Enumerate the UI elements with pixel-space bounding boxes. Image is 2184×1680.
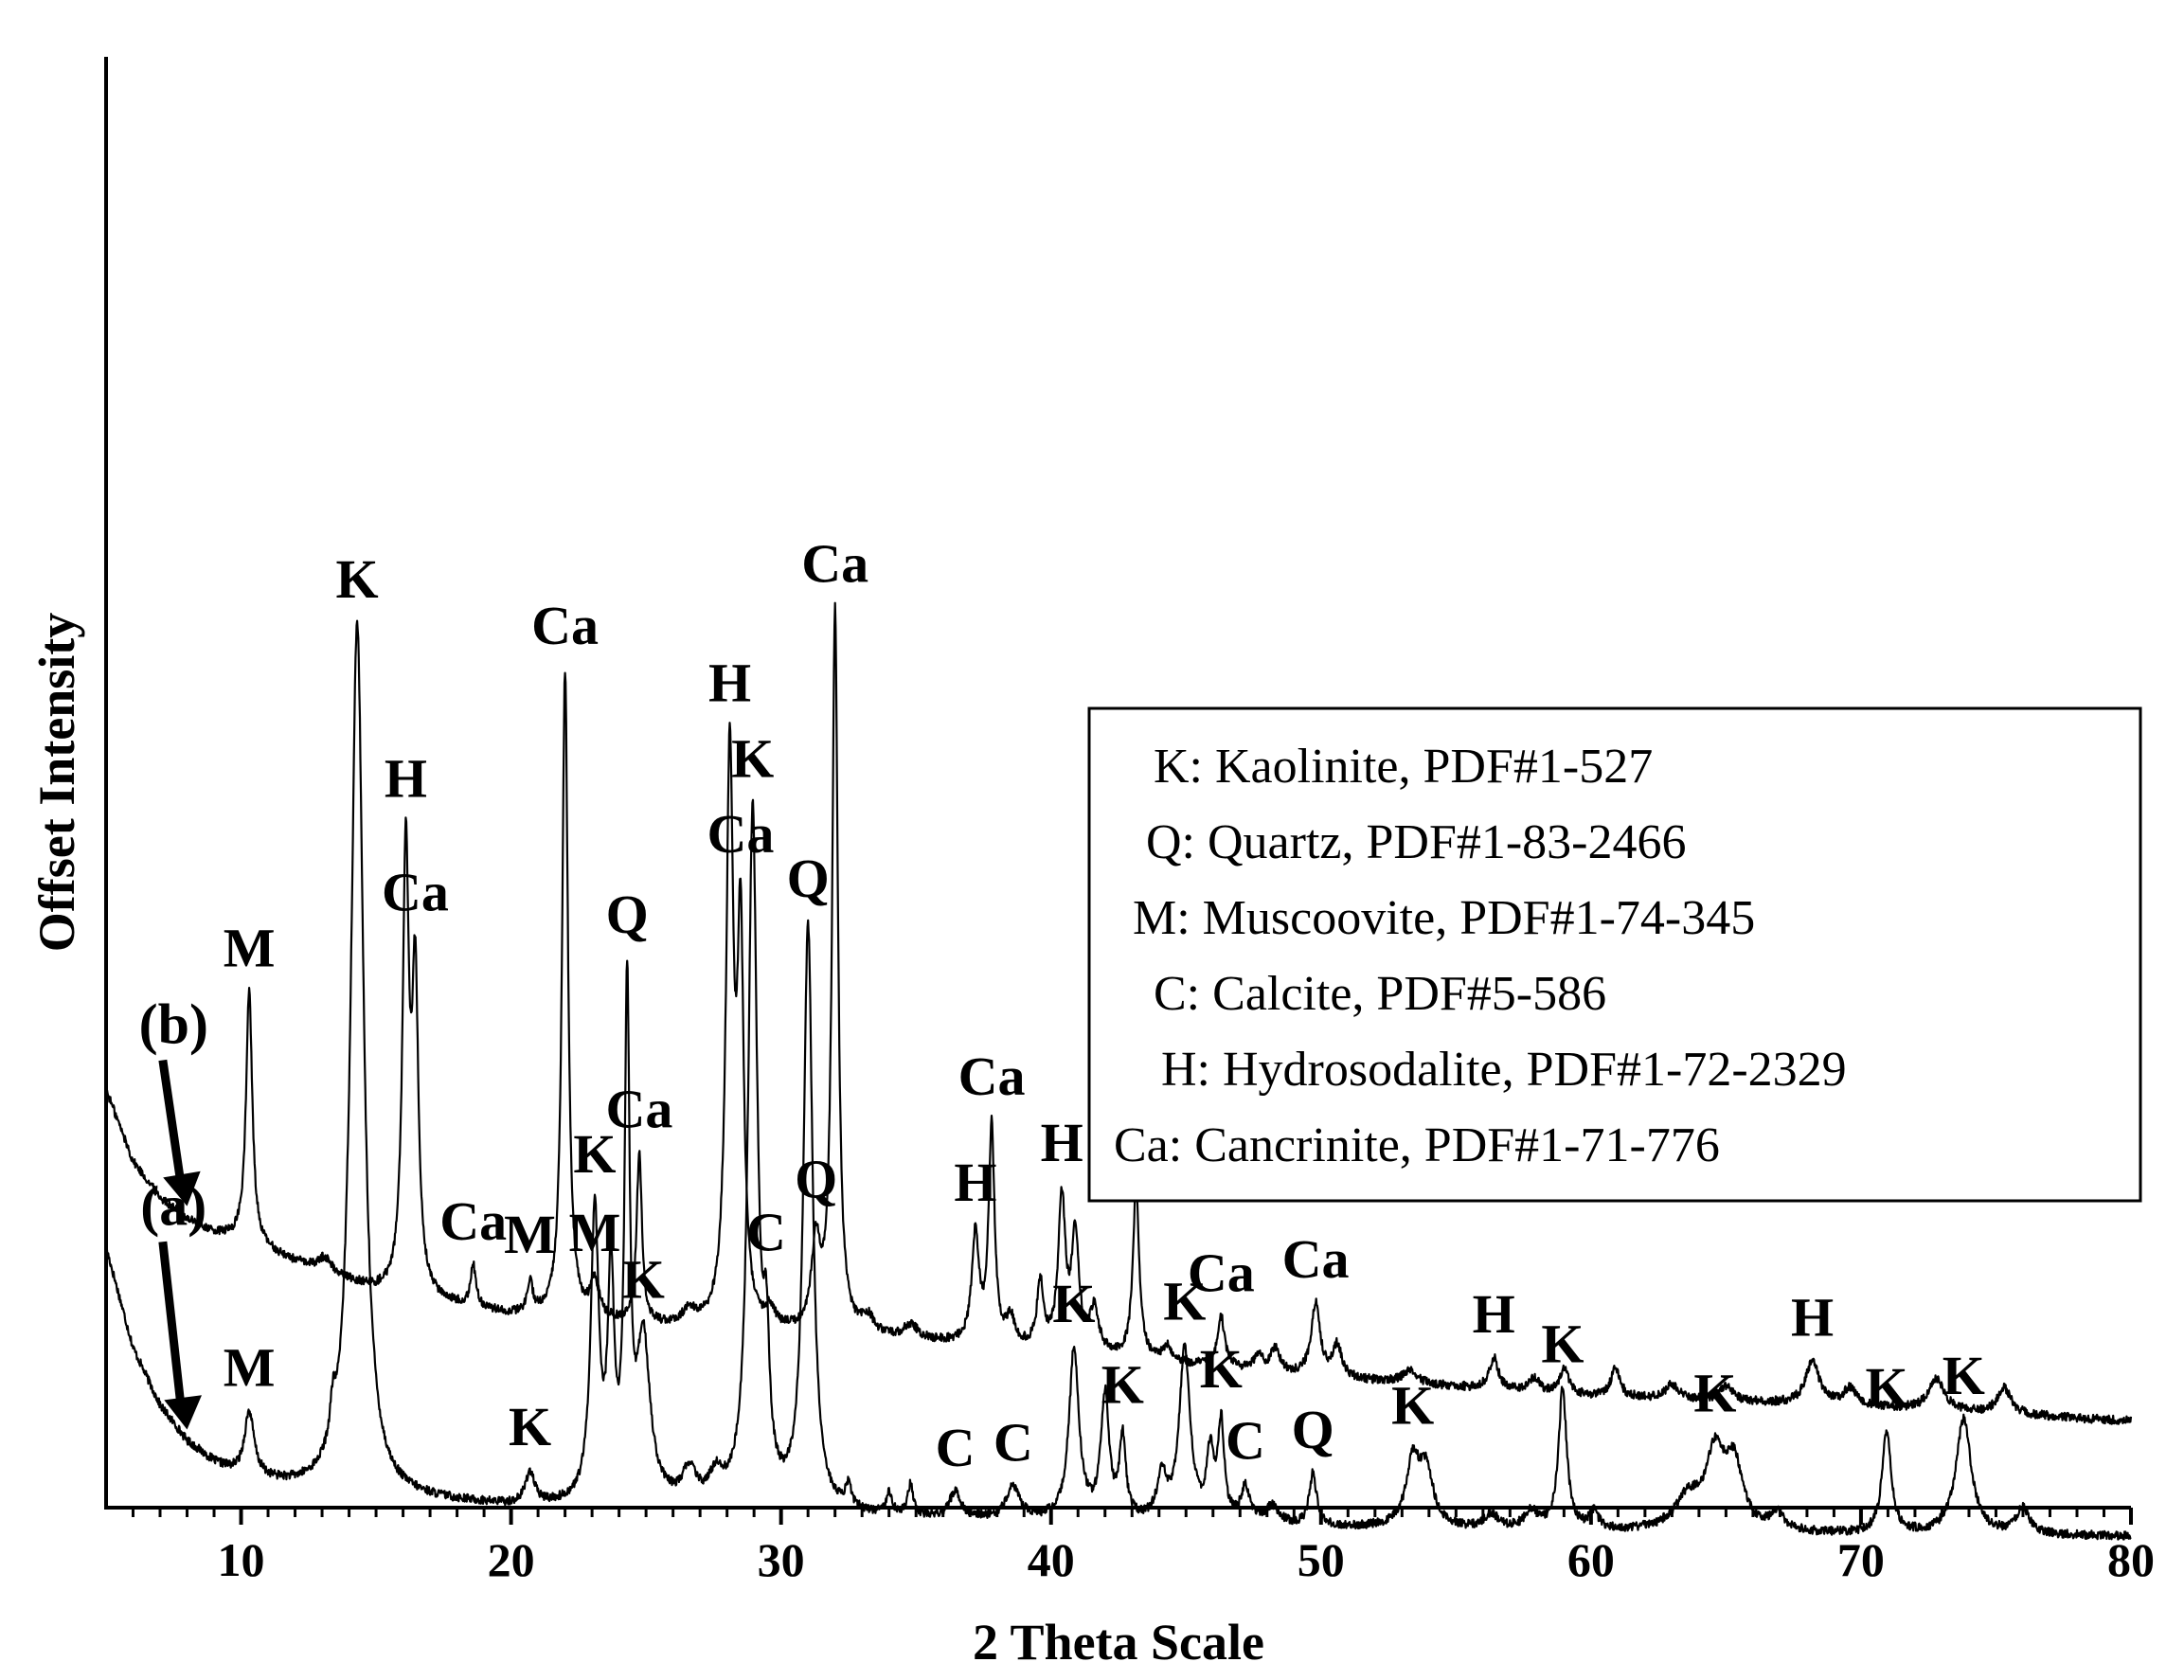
peak-label: Q [606,884,649,945]
curve-arrow-head [163,1171,201,1206]
peak-label: K [731,727,774,789]
legend-entry: M: Muscoovite, PDF#1-74-345 [1133,891,1755,945]
peak-label: Ca [1188,1242,1255,1303]
peak-label: M [224,1337,276,1399]
peak-label: K [1391,1375,1434,1437]
legend-entry: K: Kaolinite, PDF#1-527 [1154,740,1653,794]
peak-label: Ca [801,533,868,595]
peak-label: H [1041,1112,1083,1173]
peak-label: M [224,918,276,979]
peak-label: H [385,748,427,810]
legend-entry: H: Hydrosodalite, PDF#1-72-2329 [1161,1043,1847,1097]
peak-label: Ca [606,1078,673,1139]
peak-label: K [1052,1273,1095,1334]
peak-label: C [746,1201,786,1262]
peak-label: H [1473,1283,1515,1345]
y-axis-title: Offset Intensity [28,613,85,952]
legend-box [1087,706,2142,1203]
peak-label: K [1541,1313,1584,1374]
peak-label: K [622,1249,665,1311]
curve-arrow-shaft [158,1241,186,1412]
curve-label-b: (b) [139,993,208,1056]
x-tick-label: 60 [1567,1533,1615,1586]
peak-label: K [1693,1363,1736,1424]
legend-entry: Ca: Cancrinite, PDF#1-71-776 [1114,1118,1720,1172]
peak-label: M [504,1204,556,1265]
x-tick-label: 80 [2107,1533,2155,1586]
peak-label: Ca [958,1046,1026,1107]
legend-entry: C: Calcite, PDF#5-586 [1154,967,1606,1021]
peak-label: K [1101,1353,1144,1415]
peak-label: Ca [439,1190,507,1252]
curve-arrow-shaft [158,1059,186,1189]
x-tick-label: 40 [1028,1533,1075,1586]
peak-label: Ca [1282,1228,1350,1290]
peak-label: Q [1292,1399,1334,1460]
peak-label: Ca [531,595,599,656]
peak-label: H [708,652,751,714]
curve-arrow-head [164,1395,202,1430]
x-tick-label: 70 [1837,1533,1885,1586]
peak-label: K [573,1123,616,1185]
peak-label: H [1791,1287,1834,1349]
x-tick-label: 10 [218,1533,265,1586]
peak-label: K [1865,1356,1907,1418]
x-axis-title: 2 Theta Scale [973,1614,1264,1671]
series-line-a [104,619,2132,1541]
peak-label: K [1942,1345,1985,1406]
x-tick-label: 30 [758,1533,805,1586]
peak-label: C [1226,1409,1265,1471]
legend-entry: Q: Quartz, PDF#1-83-2466 [1146,815,1687,869]
peak-label: H [954,1152,996,1213]
peak-label: K [509,1396,551,1457]
x-tick-label: 50 [1298,1533,1345,1586]
legend: K: Kaolinite, PDF#1-527 Q: Quartz, PDF#1-… [1087,706,2142,1203]
series-layer [104,601,2133,1541]
peak-label: K [1163,1271,1206,1332]
peak-label: Q [787,848,830,909]
peak-label: K [1200,1338,1243,1400]
peak-label: Q [795,1149,837,1210]
peak-label: Ca [707,803,774,865]
series-line-b [104,601,2133,1425]
peak-label: C [994,1412,1033,1474]
peak-label: C [936,1417,976,1478]
curve-labels: (a)(b) [139,993,208,1430]
peak-label: K [336,548,379,610]
axes: 10 20 30 40 50 60 70 80 [104,57,2155,1586]
peak-label: Ca [382,861,449,922]
x-tick-label: 20 [488,1533,535,1586]
peak-label: M [569,1202,621,1263]
